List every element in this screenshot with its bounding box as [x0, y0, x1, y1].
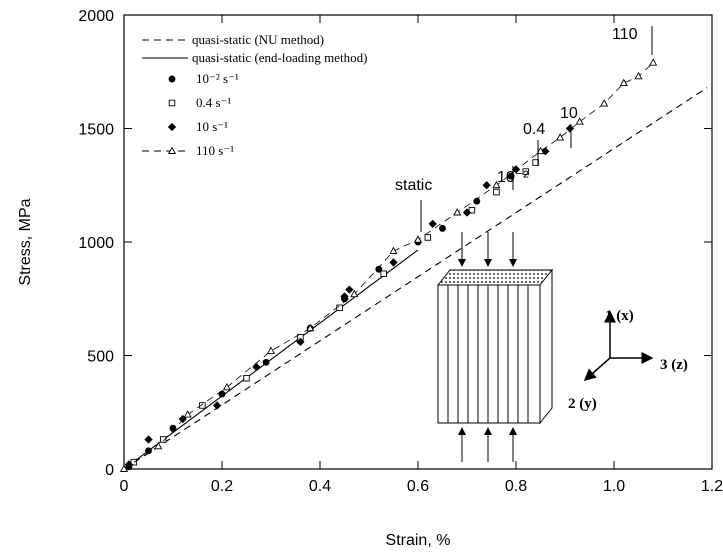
point	[389, 258, 398, 267]
annotation: 0.4	[523, 121, 545, 138]
x-tick-label: 0.8	[505, 478, 527, 495]
point	[439, 224, 446, 232]
point	[600, 99, 609, 107]
point	[306, 323, 315, 332]
legend-label: 0.4 s⁻¹	[196, 95, 231, 110]
point	[145, 447, 152, 455]
point	[222, 382, 231, 391]
annotation: static	[395, 177, 432, 194]
x-tick-label: 0.2	[211, 478, 233, 495]
y-tick-label: 0	[105, 462, 114, 479]
x-tick-label: 1.0	[603, 478, 625, 495]
legend-label: quasi-static (NU method)	[192, 32, 324, 47]
series	[123, 87, 708, 470]
point	[575, 117, 584, 125]
annotation: 10	[560, 105, 578, 122]
point	[119, 464, 129, 472]
x-tick-label: 1.2	[701, 478, 723, 495]
point	[296, 337, 305, 347]
point	[130, 458, 138, 466]
point	[634, 71, 643, 80]
legend-label: 110 s⁻¹	[196, 143, 234, 158]
point	[262, 358, 270, 366]
y-tick-label: 2000	[78, 8, 114, 25]
point	[350, 289, 359, 298]
y-tick-label: 1000	[78, 235, 114, 252]
legend-marker	[167, 122, 177, 132]
y-axis-label: Stress, MPa	[17, 198, 34, 285]
series	[119, 58, 658, 472]
point	[345, 285, 354, 294]
series	[130, 159, 539, 466]
point	[183, 410, 192, 418]
point	[428, 219, 437, 228]
axis-label-1: 1 (x)	[605, 308, 634, 324]
y-tick-label: 500	[87, 349, 114, 366]
axis-label-2: 2 (y)	[568, 396, 597, 412]
legend-marker	[167, 146, 177, 154]
series-line	[123, 62, 654, 470]
legend-label: quasi-static (end-loading method)	[192, 50, 367, 65]
x-tick-label: 0.4	[309, 478, 331, 495]
point	[375, 265, 383, 273]
point	[243, 374, 250, 382]
point	[380, 270, 387, 278]
point	[144, 435, 153, 444]
x-tick-label: 0	[120, 478, 129, 495]
legend-marker	[168, 75, 176, 83]
point	[522, 168, 530, 175]
series-line	[123, 249, 419, 470]
point	[212, 401, 222, 410]
point	[492, 180, 501, 189]
point	[199, 402, 206, 409]
point	[336, 304, 343, 312]
legend-marker	[168, 99, 176, 107]
point	[389, 246, 398, 255]
point	[493, 188, 500, 196]
point	[413, 235, 423, 243]
point	[340, 292, 349, 301]
point	[424, 234, 432, 241]
point	[462, 208, 472, 217]
point	[649, 58, 658, 66]
point	[169, 424, 177, 432]
point	[453, 208, 462, 216]
annotation: 10⁻²	[497, 169, 529, 186]
legend-label: 10 s⁻¹	[196, 119, 228, 134]
series-line	[123, 87, 708, 470]
axis-label-3: 3 (z)	[660, 357, 688, 373]
point	[482, 181, 491, 190]
point	[468, 206, 476, 214]
x-tick-label: 0.6	[407, 478, 429, 495]
point	[266, 346, 276, 354]
y-tick-label: 1500	[78, 122, 114, 139]
point	[159, 436, 167, 443]
annotation: 110	[612, 26, 638, 43]
point	[619, 78, 628, 87]
inset-diagram: 1 (x) 3 (z) 2 (y)	[436, 232, 688, 462]
point	[565, 124, 575, 133]
series	[123, 249, 419, 470]
point	[536, 146, 545, 155]
x-axis-label: Strain, %	[386, 532, 451, 549]
point	[154, 441, 163, 450]
point	[252, 362, 261, 371]
series	[124, 124, 575, 469]
point	[124, 460, 134, 469]
legend-label: 10⁻² s⁻¹	[196, 71, 239, 86]
point	[556, 133, 565, 141]
